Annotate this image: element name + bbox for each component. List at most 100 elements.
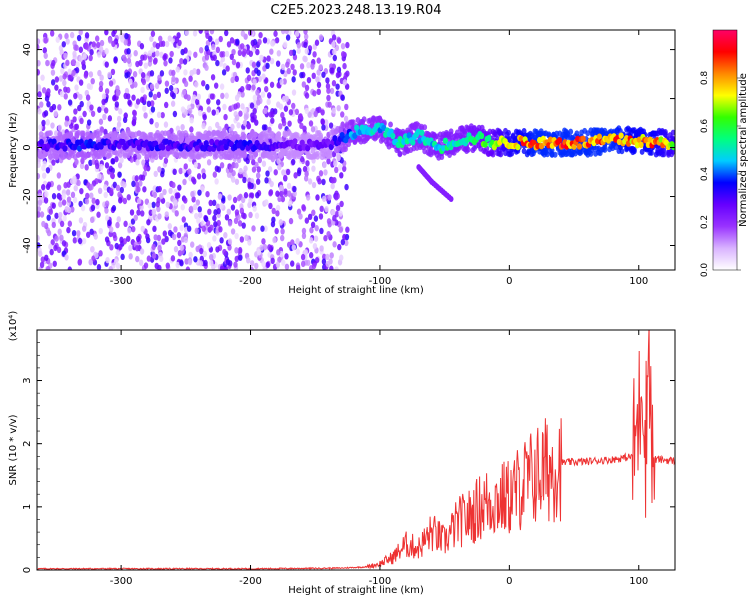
- spectrogram-cell: [410, 139, 416, 146]
- snr-x-ticks: -300 -200 -100 0 100: [110, 330, 648, 587]
- spectrogram-cell: [216, 99, 221, 106]
- spectrogram-cell: [50, 239, 55, 246]
- spectrogram-cell: [326, 158, 331, 165]
- spectrogram-cell: [224, 30, 229, 37]
- spectrogram-cell: [206, 241, 212, 249]
- spectrogram-cell: [618, 132, 624, 139]
- spectrogram-cell: [90, 110, 96, 117]
- spectrogram-cell: [314, 224, 319, 232]
- spectrogram-cell: [255, 178, 261, 185]
- spectrogram-cell: [329, 87, 335, 95]
- spectrogram-cell: [187, 168, 192, 175]
- spectrogram-cell: [294, 30, 300, 37]
- spectrogram-cell: [295, 238, 300, 245]
- spectrogram-cell: [336, 104, 341, 112]
- spectrogram-cell: [327, 194, 332, 201]
- spectrogram-cell: [212, 214, 217, 222]
- spectrogram-cell: [59, 234, 64, 241]
- spectrogram-cell: [98, 227, 103, 235]
- x-tick-label: 0: [506, 276, 512, 287]
- spectrogram-cell: [281, 30, 286, 35]
- spectrogram-cell: [576, 143, 583, 150]
- spectrogram-cell: [188, 251, 193, 259]
- spectrogram-cell: [173, 134, 179, 141]
- spectrogram-cell: [168, 57, 173, 64]
- spectrogram-cell: [37, 84, 42, 91]
- spectrogram-cell: [312, 90, 317, 97]
- spectrogram-cell: [214, 152, 220, 159]
- spectrogram-cell: [158, 35, 163, 42]
- spectrogram-cell: [134, 175, 139, 182]
- spectrogram-cell: [151, 243, 156, 251]
- spectrogram-cell: [251, 61, 257, 68]
- spectrogram-cell: [157, 74, 162, 81]
- spectrogram-cell: [150, 106, 156, 113]
- spectrogram-cell: [238, 254, 243, 261]
- spectrogram-cell: [266, 98, 271, 106]
- spectrogram-cell: [422, 124, 428, 131]
- spectrogram-cell: [291, 244, 296, 251]
- spectrogram-cell: [98, 250, 103, 257]
- spectrogram-cell: [318, 170, 324, 177]
- spectrogram-cell: [114, 101, 120, 108]
- spectrogram-cell: [94, 35, 100, 42]
- spectrogram-cell: [490, 151, 496, 158]
- spectrogram-cell: [279, 184, 284, 192]
- spectrogram-cell: [319, 227, 324, 235]
- spectrogram-cell: [222, 248, 227, 256]
- spectrogram-cell: [280, 111, 285, 119]
- spectrogram-cell: [233, 103, 238, 110]
- spectrogram-cell: [303, 41, 308, 49]
- spectrogram-cell: [259, 54, 264, 62]
- spectrogram-cell: [302, 165, 308, 173]
- spectrogram-cell: [78, 55, 83, 63]
- snr-x-label: Height of straight line (km): [288, 585, 424, 596]
- spectrogram-cell: [64, 254, 69, 261]
- spectrogram-cell: [335, 83, 340, 90]
- x-tick-label: -200: [239, 276, 262, 287]
- spectrogram-cell: [218, 60, 223, 67]
- spectrogram-cell: [160, 144, 166, 151]
- spectrogram-cell: [152, 225, 157, 233]
- spectrogram-cell: [352, 132, 358, 139]
- spectrogram-cell: [330, 177, 335, 184]
- spectrogram-cell: [326, 94, 331, 102]
- spectrogram-cell: [320, 109, 325, 116]
- spectrogram-cell: [186, 94, 191, 101]
- spectrogram-cell: [325, 260, 331, 268]
- spectrogram-cell: [215, 246, 220, 253]
- spectrogram-cell: [339, 172, 344, 179]
- spectrogram-cell: [78, 79, 84, 86]
- spectrogram-cell: [245, 157, 250, 165]
- spectrogram-cell: [350, 119, 356, 126]
- spectrogram-cell: [288, 217, 294, 225]
- spectrogram-cell: [671, 143, 675, 151]
- spectrogram-cell: [250, 39, 256, 47]
- spectrogram-cell: [243, 192, 249, 199]
- spectrogram-cell: [252, 94, 258, 101]
- spectrogram-cell: [114, 242, 119, 250]
- spectrogram-cell: [123, 112, 128, 119]
- spectrogram-cell: [65, 38, 70, 45]
- spectrogram-cell: [278, 103, 284, 110]
- spectrogram-cell: [55, 36, 60, 43]
- spectrogram-cell: [310, 126, 316, 133]
- spectrogram-cell: [51, 193, 57, 200]
- spectrogram-cell: [275, 210, 280, 217]
- spectrogram-cell: [596, 133, 603, 140]
- spectrogram-cell: [229, 37, 235, 44]
- spectrogram-cell: [307, 111, 312, 118]
- spectrogram-cell: [50, 122, 55, 129]
- x-tick-label: -300: [110, 276, 133, 287]
- spectrogram-cell: [45, 265, 51, 270]
- spectrogram-cell: [61, 193, 66, 200]
- spectrogram-cell: [486, 134, 492, 142]
- spectrogram-cell: [132, 109, 137, 116]
- spectrogram-cell: [340, 42, 346, 50]
- spectrogram-cell: [233, 217, 239, 225]
- spectrogram-cell: [301, 81, 307, 88]
- spectrogram-cell: [163, 60, 168, 67]
- spectrogram-cell: [197, 189, 202, 196]
